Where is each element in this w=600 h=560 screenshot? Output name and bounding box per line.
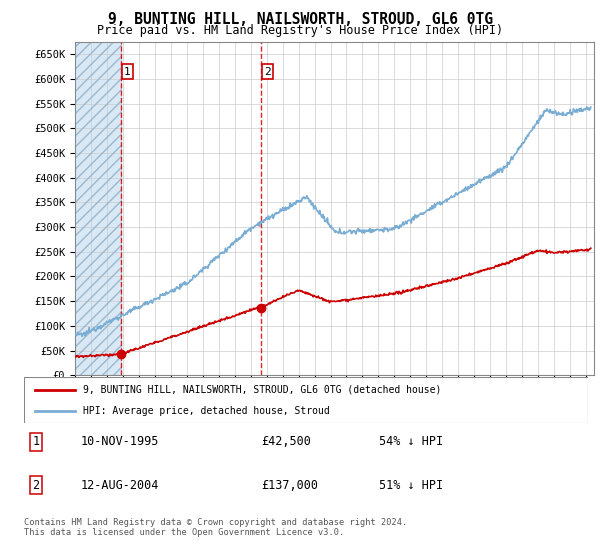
Text: 12-AUG-2004: 12-AUG-2004	[80, 479, 159, 492]
Bar	[75, 42, 121, 375]
Text: 1: 1	[124, 67, 131, 77]
Text: 2: 2	[32, 479, 40, 492]
Text: 10-NOV-1995: 10-NOV-1995	[80, 435, 159, 449]
Text: 51% ↓ HPI: 51% ↓ HPI	[379, 479, 443, 492]
Text: 2: 2	[264, 67, 271, 77]
Text: 1: 1	[32, 435, 40, 449]
Text: Price paid vs. HM Land Registry's House Price Index (HPI): Price paid vs. HM Land Registry's House …	[97, 24, 503, 36]
Text: 9, BUNTING HILL, NAILSWORTH, STROUD, GL6 0TG: 9, BUNTING HILL, NAILSWORTH, STROUD, GL6…	[107, 12, 493, 27]
Text: 54% ↓ HPI: 54% ↓ HPI	[379, 435, 443, 449]
Text: £42,500: £42,500	[261, 435, 311, 449]
Text: HPI: Average price, detached house, Stroud: HPI: Average price, detached house, Stro…	[83, 407, 330, 416]
Bar	[75, 42, 121, 375]
Text: £137,000: £137,000	[261, 479, 318, 492]
FancyBboxPatch shape	[24, 377, 588, 423]
Text: 9, BUNTING HILL, NAILSWORTH, STROUD, GL6 0TG (detached house): 9, BUNTING HILL, NAILSWORTH, STROUD, GL6…	[83, 385, 442, 395]
Text: Contains HM Land Registry data © Crown copyright and database right 2024.
This d: Contains HM Land Registry data © Crown c…	[24, 518, 407, 538]
